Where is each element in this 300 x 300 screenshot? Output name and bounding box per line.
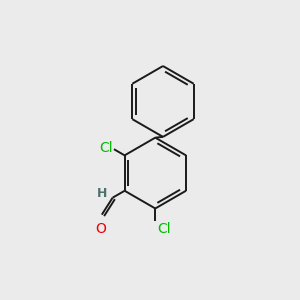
Text: O: O [95,222,106,236]
Text: Cl: Cl [99,141,112,155]
Text: H: H [97,187,107,200]
Text: Cl: Cl [157,222,170,236]
